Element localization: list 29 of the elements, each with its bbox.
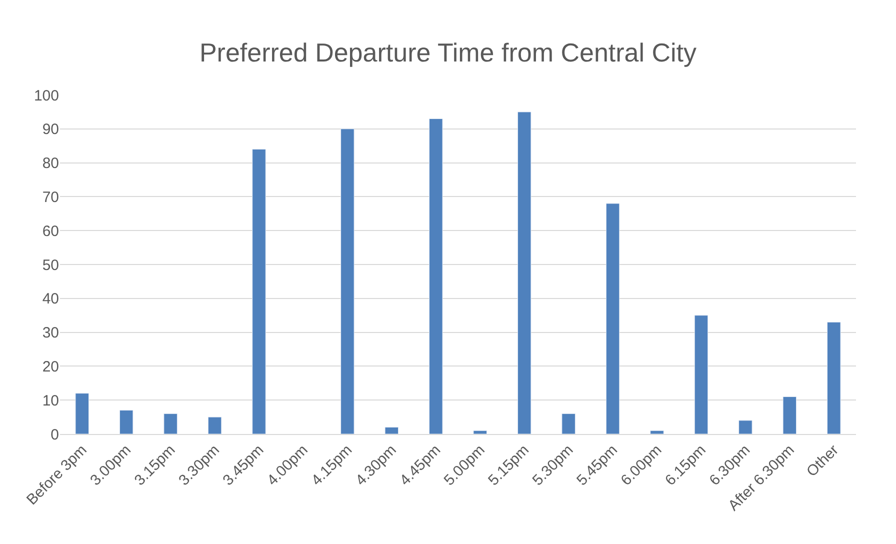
y-tick-label: 10 [42, 392, 59, 410]
bar [606, 203, 620, 434]
bar [75, 393, 89, 434]
y-tick-label: 90 [42, 121, 59, 138]
chart-title: Preferred Departure Time from Central City [199, 38, 697, 68]
y-tick-label: 100 [34, 87, 59, 104]
bar [119, 410, 134, 434]
bar [429, 118, 443, 434]
bar [827, 322, 841, 434]
bar [694, 315, 708, 434]
y-tick-label: 50 [42, 256, 59, 274]
bar [252, 148, 266, 434]
y-tick-label: 20 [42, 358, 59, 376]
y-tick-label: 70 [42, 188, 59, 206]
bar [384, 426, 399, 434]
y-tick-label: 80 [42, 155, 59, 172]
bar [650, 430, 664, 434]
bar [340, 128, 354, 434]
bar [473, 430, 487, 434]
bar [164, 413, 178, 434]
y-tick-label: 60 [42, 222, 59, 240]
y-tick-label: 40 [42, 290, 59, 308]
bar [782, 396, 797, 434]
bar [517, 112, 532, 434]
bar [562, 413, 576, 434]
bar [738, 420, 752, 434]
y-tick-label: 30 [42, 324, 59, 342]
bar [208, 416, 222, 434]
y-tick-label: 0 [50, 426, 59, 444]
